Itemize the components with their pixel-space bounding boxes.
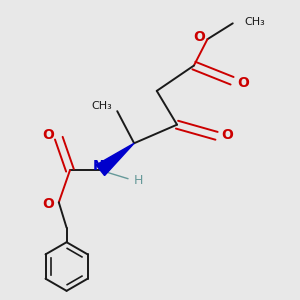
Text: CH₃: CH₃ — [92, 101, 112, 111]
Text: O: O — [193, 29, 205, 44]
Text: N: N — [92, 159, 104, 173]
Text: O: O — [222, 128, 234, 142]
Polygon shape — [96, 143, 134, 176]
Text: O: O — [42, 128, 54, 142]
Text: H: H — [134, 174, 143, 187]
Text: O: O — [237, 76, 249, 91]
Text: O: O — [42, 197, 54, 211]
Text: CH₃: CH₃ — [244, 17, 265, 27]
